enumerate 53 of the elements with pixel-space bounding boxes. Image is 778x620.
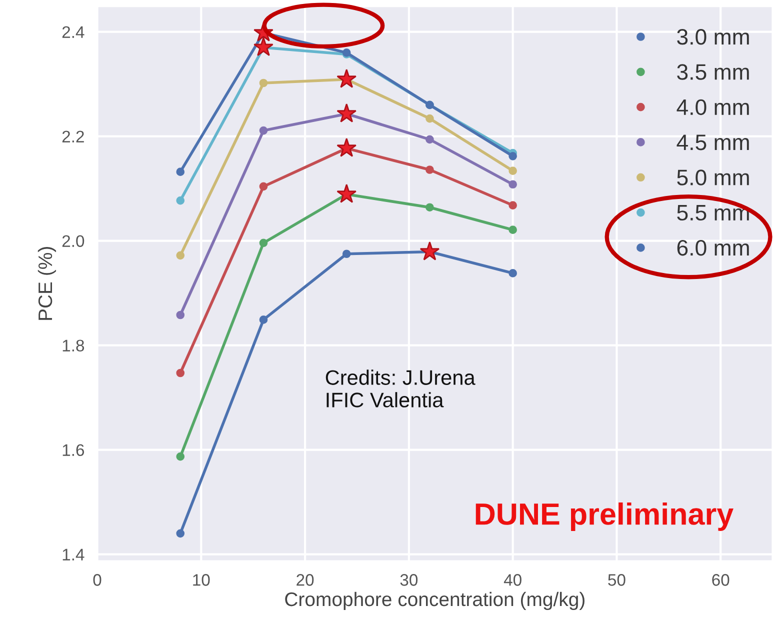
legend-label: 4.0 mm	[676, 99, 749, 116]
point	[426, 166, 434, 174]
annotation: DUNE preliminary	[476, 502, 734, 531]
y-tick-label: 2.0	[62, 235, 84, 248]
y-axis-title: PCE (%)	[38, 247, 56, 320]
y-tick-label: 1.8	[62, 340, 84, 352]
point	[508, 180, 517, 189]
x-tick-label: 60	[712, 574, 730, 586]
point	[508, 152, 517, 160]
point	[342, 250, 351, 258]
point	[420, 241, 440, 260]
point	[176, 452, 185, 461]
legend-label: 3.0 mm	[677, 29, 749, 45]
point	[336, 68, 357, 88]
point	[259, 238, 268, 248]
point	[508, 166, 517, 175]
legend-label: 5.0 mm	[677, 170, 749, 186]
point	[259, 316, 268, 324]
x-tick-label: 30	[400, 574, 418, 586]
legend-label: 6.0 mm	[677, 240, 749, 256]
point	[176, 529, 185, 538]
point	[176, 368, 185, 378]
point	[508, 226, 517, 234]
y-tick-label: 2.2	[62, 130, 84, 142]
legend-label: 3.5 mm	[677, 64, 749, 80]
point	[259, 182, 268, 191]
x-tick-label: 50	[608, 574, 626, 586]
point	[508, 201, 517, 210]
x-tick-label: 0	[93, 574, 102, 586]
point	[176, 196, 185, 205]
legend-label: 4.5 mm	[676, 134, 749, 150]
point	[259, 126, 268, 135]
point	[176, 251, 185, 260]
x-axis-title: Cromophore concentration (mg/kg)	[285, 592, 584, 610]
point	[426, 203, 434, 212]
point	[336, 138, 357, 157]
y-tick-label: 1.6	[62, 444, 84, 456]
y-tick-label: 1.4	[62, 548, 84, 560]
x-tick-label: 10	[193, 574, 210, 586]
point	[336, 184, 357, 203]
point	[508, 269, 517, 278]
legend-label: 5.5 mm	[677, 205, 749, 221]
point	[259, 78, 268, 88]
point	[254, 37, 274, 56]
x-tick-label: 20	[296, 574, 314, 586]
point	[426, 135, 434, 144]
y-tick-label: 2.4	[62, 26, 84, 38]
point	[336, 103, 357, 122]
annotation: Credits: J.Urena IFIC Valentia	[326, 370, 476, 408]
point	[176, 168, 185, 176]
point	[426, 114, 434, 123]
x-tick-label: 40	[504, 574, 522, 586]
point	[176, 310, 185, 320]
